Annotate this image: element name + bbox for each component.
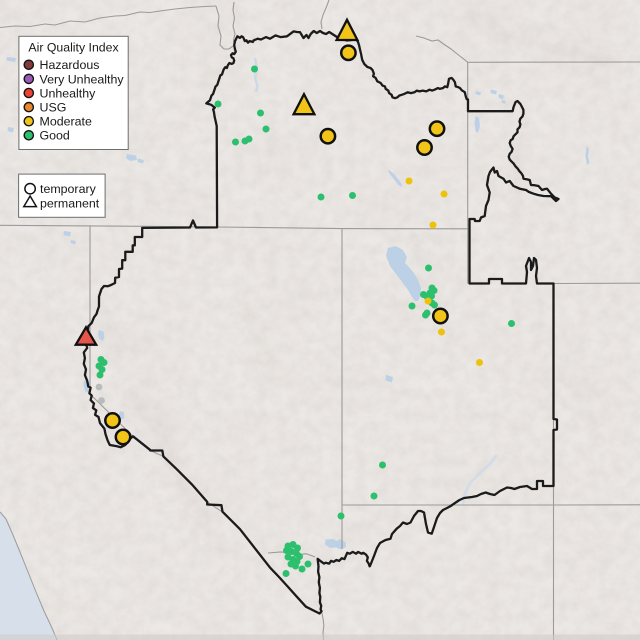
svg-text:permanent: permanent [40, 196, 100, 210]
svg-text:temporary: temporary [40, 182, 97, 196]
svg-text:Very Unhealthy: Very Unhealthy [40, 72, 125, 86]
svg-text:Air Quality Index: Air Quality Index [28, 41, 119, 55]
svg-text:USG: USG [40, 101, 67, 115]
svg-text:Unhealthy: Unhealthy [40, 86, 97, 100]
svg-text:Moderate: Moderate [40, 115, 92, 129]
svg-text:Good: Good [40, 129, 70, 143]
svg-text:Hazardous: Hazardous [40, 58, 100, 72]
